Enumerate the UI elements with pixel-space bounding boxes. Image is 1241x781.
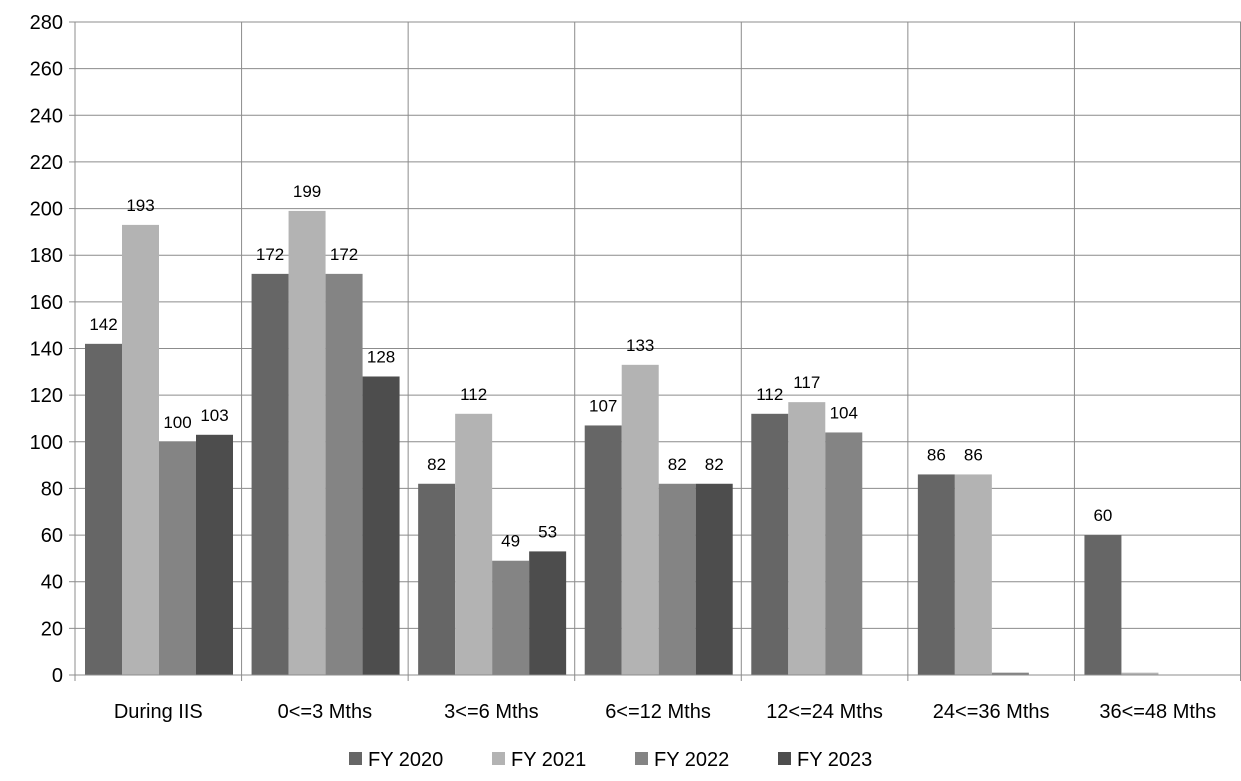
data-label: 103 [200, 406, 228, 425]
data-label: 82 [668, 455, 687, 474]
bar [288, 210, 326, 675]
legend-swatch [492, 752, 505, 765]
bar [991, 672, 1029, 675]
legend-label: FY 2023 [797, 749, 872, 771]
data-label: 117 [793, 373, 820, 392]
bar [695, 483, 733, 675]
bar [418, 483, 456, 675]
x-tick-label: 0<=3 Mths [278, 701, 373, 723]
legend-label: FY 2022 [654, 749, 729, 771]
x-tick-label: 6<=12 Mths [605, 701, 711, 723]
x-tick-label: 12<=24 Mths [766, 701, 883, 723]
legend-swatch [635, 752, 648, 765]
legend-label: FY 2021 [511, 749, 586, 771]
bar [251, 273, 289, 675]
data-label: 53 [538, 522, 557, 541]
bar [658, 483, 696, 675]
data-label: 133 [626, 336, 654, 355]
data-label: 172 [330, 245, 358, 264]
data-label: 82 [427, 455, 446, 474]
data-label: 60 [1093, 506, 1112, 525]
bar [825, 432, 863, 675]
data-labels: 142 193 100 103 172 199 172 128 82 112 49 53 107 133 8… [89, 182, 1112, 551]
x-tick-label: 36<=48 Mths [1099, 701, 1216, 723]
x-tick-labels: During IIS 0<=3 Mths 3<=6 Mths 6<=12 Mths 12… [114, 701, 1216, 723]
data-label: 100 [163, 413, 191, 432]
legend-swatch [349, 752, 362, 765]
y-tick-label: 140 [30, 339, 63, 361]
data-label: 86 [927, 445, 946, 464]
legend: FY 2020 FY 2021 FY 2022 FY 2023 [349, 749, 872, 771]
x-tick-label: 3<=6 Mths [444, 701, 539, 723]
data-label: 142 [89, 315, 117, 334]
bar [159, 441, 196, 675]
data-label: 172 [256, 245, 284, 264]
bar [455, 413, 493, 675]
data-label: 199 [293, 182, 321, 201]
x-tick-label: During IIS [114, 701, 203, 723]
y-tick-label: 120 [30, 385, 63, 407]
y-tick-label: 100 [30, 432, 63, 454]
bar [584, 425, 622, 675]
data-label: 82 [705, 455, 724, 474]
data-label: 86 [964, 445, 983, 464]
data-label: 104 [830, 403, 858, 422]
data-label: 128 [367, 347, 395, 366]
legend-item: FY 2023 [778, 749, 872, 771]
legend-item: FY 2020 [349, 749, 443, 771]
bar [196, 434, 233, 675]
y-tick-label: 20 [41, 618, 63, 640]
y-tick-labels: 0 20 40 60 80 100 120 140 160 180 200 220 240 260 280 [30, 12, 63, 687]
bar [1084, 535, 1122, 675]
bars [85, 210, 1159, 675]
bar [529, 551, 567, 675]
data-label: 112 [756, 385, 783, 404]
x-tick-label: 24<=36 Mths [933, 701, 1050, 723]
bar [1121, 672, 1159, 675]
y-tick-label: 160 [30, 292, 63, 314]
bar [325, 273, 363, 675]
data-label: 112 [460, 385, 487, 404]
data-label: 107 [589, 396, 617, 415]
y-tick-label: 240 [30, 105, 63, 127]
y-tick-label: 60 [41, 525, 63, 547]
y-tick-label: 40 [41, 572, 63, 594]
y-tick-label: 0 [52, 665, 63, 687]
bar [751, 413, 789, 675]
legend-item: FY 2022 [635, 749, 729, 771]
y-tick-label: 180 [30, 245, 63, 267]
data-label: 193 [126, 196, 154, 215]
y-tick-label: 220 [30, 152, 63, 174]
bar [788, 402, 826, 675]
y-tick-label: 280 [30, 12, 63, 34]
legend-item: FY 2021 [492, 749, 586, 771]
bar [122, 224, 159, 675]
y-tick-label: 260 [30, 59, 63, 81]
y-tick-label: 80 [41, 478, 63, 500]
data-label: 49 [501, 532, 520, 551]
bar [917, 474, 955, 675]
legend-label: FY 2020 [368, 749, 443, 771]
bar [85, 343, 122, 675]
bar [621, 364, 659, 675]
y-tick-label: 200 [30, 199, 63, 221]
bar [492, 560, 530, 675]
bar [362, 376, 400, 675]
bar [954, 474, 992, 675]
legend-swatch [778, 752, 791, 765]
